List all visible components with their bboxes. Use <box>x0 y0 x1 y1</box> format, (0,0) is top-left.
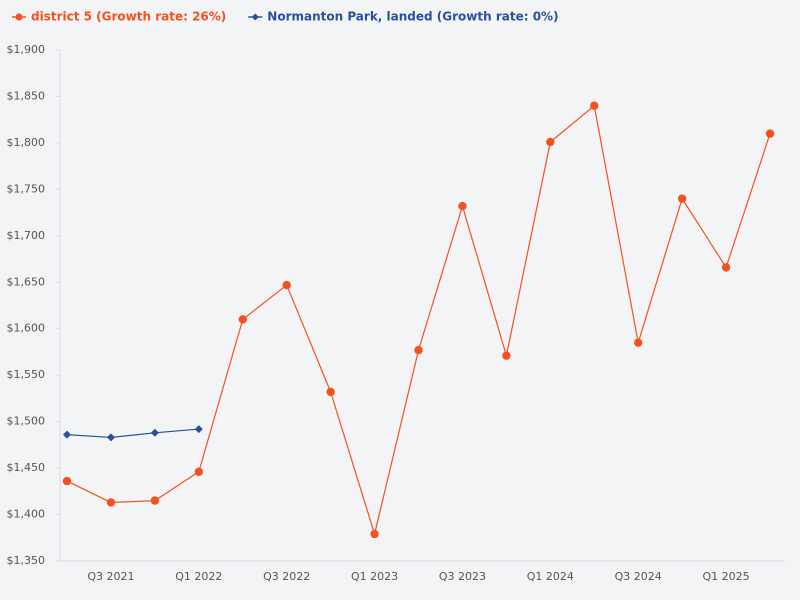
data-point <box>194 425 203 434</box>
data-point <box>502 351 511 360</box>
y-tick-label: $1,700 <box>7 229 46 242</box>
y-tick-label: $1,450 <box>7 461 46 474</box>
x-tick-label: Q1 2024 <box>527 570 574 583</box>
data-point <box>546 137 555 147</box>
data-point <box>677 194 687 203</box>
x-tick-label: Q1 2023 <box>351 570 398 583</box>
legend-label[interactable]: district 5 (Growth rate: 26%) <box>31 10 226 24</box>
x-tick-label: Q3 2024 <box>615 570 662 583</box>
data-point <box>765 129 775 138</box>
y-tick-label: $1,600 <box>7 322 46 335</box>
y-tick-label: $1,650 <box>7 275 46 288</box>
legend-marker <box>251 13 259 21</box>
data-point <box>370 529 379 539</box>
y-tick-label: $1,350 <box>7 554 46 567</box>
y-tick-label: $1,850 <box>7 89 46 102</box>
data-point <box>414 345 423 355</box>
data-point <box>194 467 204 477</box>
x-tick-label: Q1 2025 <box>703 570 750 583</box>
data-point <box>458 201 467 211</box>
y-tick-label: $1,550 <box>7 368 46 381</box>
legend-marker <box>15 13 23 21</box>
data-point <box>634 338 643 347</box>
data-point <box>62 476 72 486</box>
series-line <box>66 428 199 439</box>
data-point <box>106 433 115 442</box>
data-point <box>63 430 71 439</box>
y-tick-label: $1,750 <box>7 182 46 195</box>
data-point <box>282 280 291 290</box>
data-point <box>150 428 159 437</box>
x-tick-label: Q3 2021 <box>87 570 134 583</box>
legend-label[interactable]: Normanton Park, landed (Growth rate: 0%) <box>267 10 558 24</box>
x-tick-label: Q1 2022 <box>175 570 222 583</box>
y-tick-label: $1,400 <box>7 508 46 521</box>
x-tick-label: Q3 2022 <box>263 570 310 583</box>
x-tick-label: Q3 2023 <box>439 570 486 583</box>
data-point <box>150 496 160 505</box>
data-point <box>326 387 335 397</box>
data-point <box>238 315 247 324</box>
data-point <box>106 498 116 507</box>
y-tick-label: $1,800 <box>7 136 46 149</box>
data-point <box>721 263 731 272</box>
data-point <box>590 101 599 110</box>
y-tick-label: $1,500 <box>7 415 46 428</box>
y-tick-label: $1,900 <box>7 43 46 56</box>
